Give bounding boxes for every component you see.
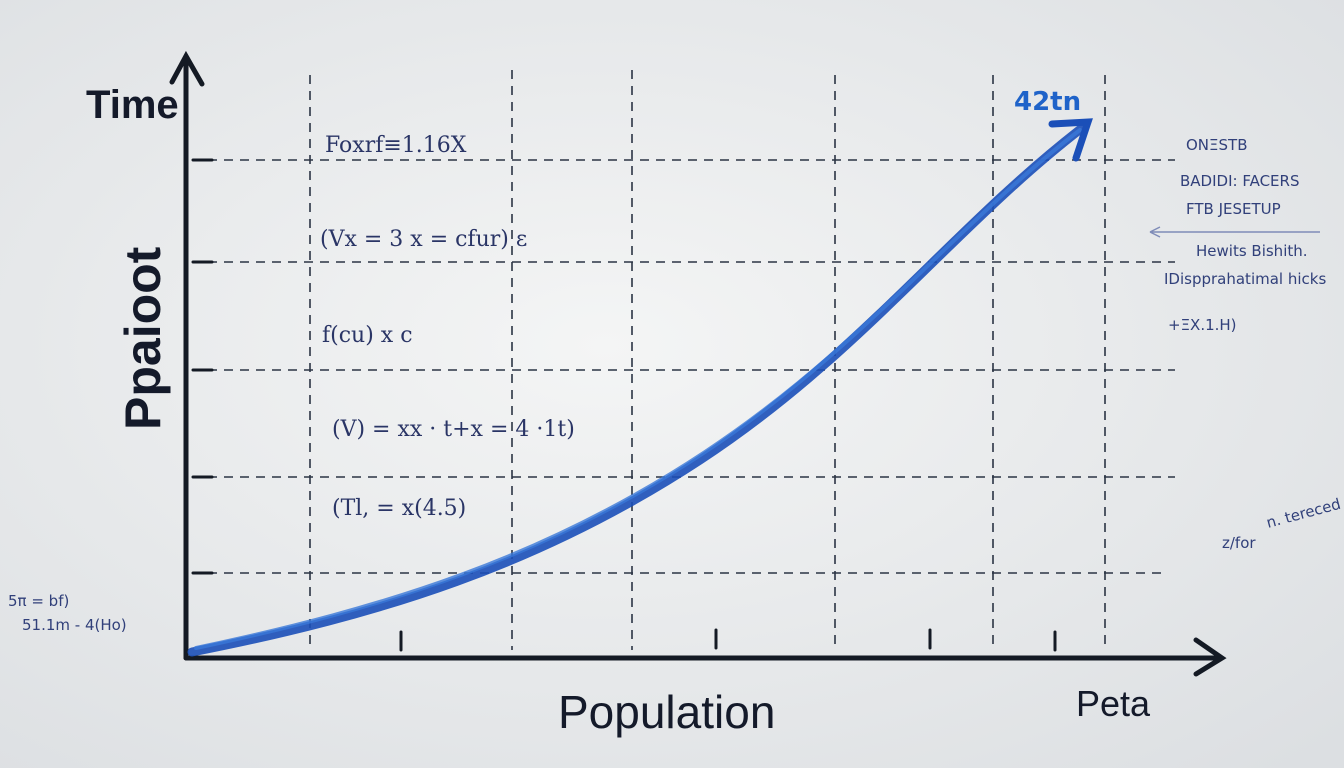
x-axis-title: Population bbox=[558, 686, 775, 738]
left-notes: 5π = bf) 51.1m - 4(Ho) bbox=[8, 592, 127, 634]
note: IDispprahatimal hicks bbox=[1164, 270, 1326, 288]
x-axis bbox=[183, 637, 1227, 677]
y-ticks bbox=[191, 158, 214, 575]
y-axis-label: Time bbox=[86, 83, 179, 127]
y-axis bbox=[169, 50, 205, 661]
equation: (Tl, = x(4.5) bbox=[332, 496, 466, 521]
equation: Foxrf≡1.16X bbox=[325, 133, 467, 158]
note-arrow bbox=[1149, 226, 1320, 238]
equations: Foxrf≡1.16X (Vx = 3 x = cfur) ε f(cu) x … bbox=[320, 133, 575, 521]
equation: f(cu) x c bbox=[322, 323, 413, 348]
equation: (V) = xx · t+x = 4 ·1t) bbox=[332, 417, 575, 442]
note: FTB JESETUP bbox=[1186, 200, 1281, 218]
note: Hewits Bishith. bbox=[1196, 242, 1308, 260]
note: ONΞSTB bbox=[1186, 136, 1247, 154]
note: 5π = bf) bbox=[8, 592, 69, 610]
right-notes: ONΞSTB BADIDI: FACERS FTB JESETUP Hewits… bbox=[1149, 136, 1343, 552]
equation: (Vx = 3 x = cfur) ε bbox=[320, 227, 527, 252]
growth-curve bbox=[187, 118, 1093, 657]
curve-highlight bbox=[194, 128, 1082, 650]
note: +ΞX.1.H) bbox=[1168, 316, 1237, 334]
curve-arrowhead bbox=[1048, 118, 1093, 162]
grid bbox=[192, 70, 1175, 650]
axes bbox=[169, 50, 1227, 677]
x-ticks bbox=[399, 628, 1057, 652]
y-axis-title: Ppaioot bbox=[115, 246, 171, 430]
note: 51.1m - 4(Ho) bbox=[22, 616, 127, 634]
vertical-grid-lines bbox=[309, 70, 1106, 650]
note: BADIDI: FACERS bbox=[1180, 172, 1299, 190]
curve-label: 42tn bbox=[1014, 87, 1081, 117]
note: z/for bbox=[1222, 534, 1256, 552]
x-end-label: Peta bbox=[1076, 683, 1151, 724]
